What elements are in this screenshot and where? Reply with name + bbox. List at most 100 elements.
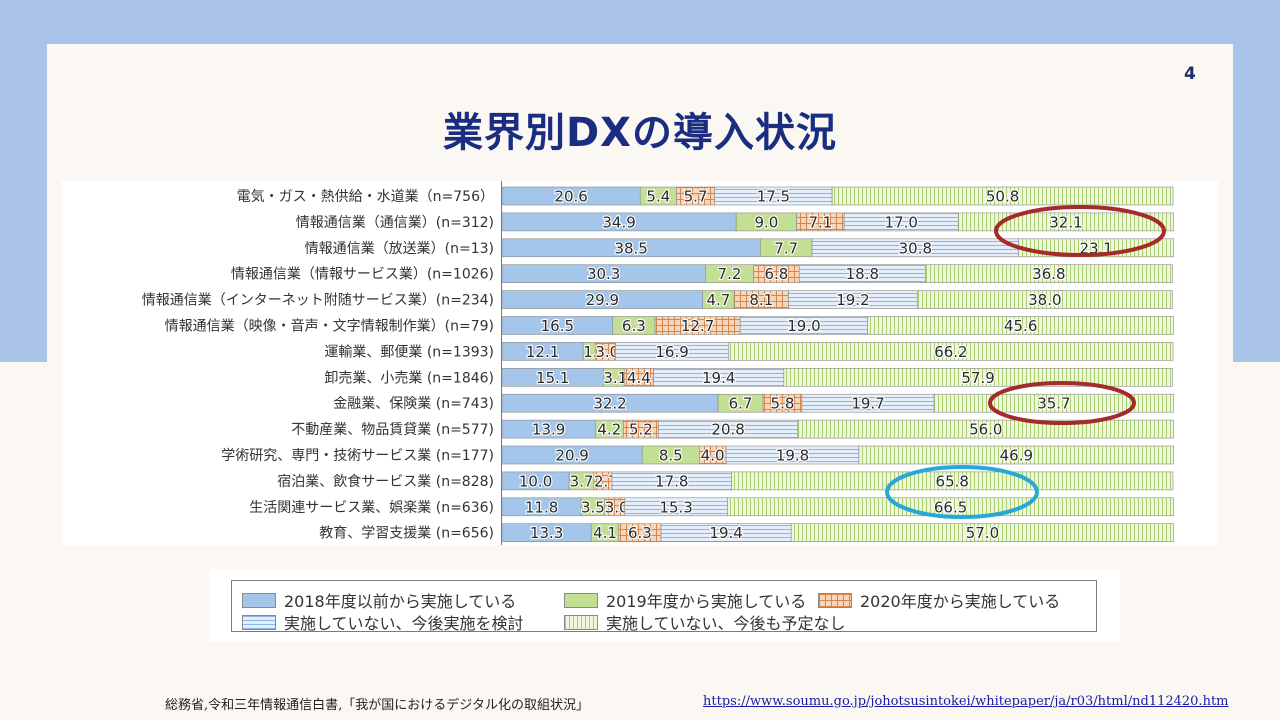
category-label: 不動産業、物品賃貸業 (n=577)	[291, 422, 494, 438]
category-label: 情報通信業（放送業）(n=13)	[305, 241, 494, 257]
legend-label: 実施していない、今後実施を検討	[284, 614, 524, 633]
bar-segment	[728, 342, 1174, 361]
value-label: 46.9	[1000, 447, 1033, 465]
legend-swatch	[564, 614, 598, 630]
legend-frame: 2018年度以前から実施している 2019年度から実施している 2020年度から…	[231, 580, 1097, 634]
value-label: 32.1	[1049, 213, 1082, 231]
value-label: 6.3	[622, 317, 646, 335]
bar-segment	[797, 419, 1174, 439]
chart-legend: 2018年度以前から実施している 2019年度から実施している 2020年度から…	[209, 569, 1120, 642]
legend-item-2019: 2019年度から実施している	[564, 588, 806, 612]
highlight-ellipse	[885, 465, 1039, 519]
value-label: 17.0	[885, 213, 918, 231]
category-label: 運輸業、郵便業 (n=1393)	[324, 344, 494, 360]
value-label: 65.8	[936, 472, 969, 490]
source-citation: 総務省,令和三年情報通信白書,「我が国におけるデジタル化の取組状況」	[165, 698, 590, 713]
value-label: 7.7	[774, 239, 798, 257]
value-label: 19.0	[787, 317, 820, 335]
value-label: 19.4	[709, 524, 742, 542]
bar-segment	[831, 186, 1174, 206]
value-label: 19.2	[836, 291, 869, 309]
value-label: 3.0	[605, 498, 629, 516]
value-label: 5.4	[646, 188, 670, 206]
value-label: 4.0	[701, 447, 725, 465]
bar-segment	[925, 264, 1173, 283]
bar-segment	[858, 445, 1174, 465]
value-label: 17.8	[655, 472, 688, 490]
legend-label: 2020年度から実施している	[860, 592, 1061, 611]
value-label: 20.6	[554, 188, 587, 206]
value-label: 3.5	[581, 498, 605, 516]
value-label: 19.4	[702, 369, 735, 387]
value-label: 30.8	[899, 239, 932, 257]
value-label: 45.6	[1004, 317, 1037, 335]
bar-segment	[867, 316, 1174, 335]
category-label: 電気・ガス・熱供給・水道業（n=756）	[237, 189, 494, 205]
value-label: 11.8	[525, 498, 558, 516]
legend-item-no-plan: 実施していない、今後も予定なし	[564, 610, 846, 634]
legend-label: 実施していない、今後も予定なし	[606, 614, 846, 633]
value-label: 4.2	[597, 421, 621, 439]
category-label: 卸売業、小売業 (n=1846)	[324, 370, 494, 386]
category-label: 学術研究、専門・技術サービス業 (n=177)	[221, 448, 494, 464]
value-label: 9.0	[754, 213, 778, 231]
value-label: 19.8	[776, 447, 809, 465]
value-label: 20.9	[555, 447, 588, 465]
stacked-bar-chart: 電気・ガス・熱供給・水道業（n=756） 20.6 5.4 5.7 17.5 50.8 情報…	[142, 181, 1174, 545]
value-label: 17.5	[757, 188, 790, 206]
value-label: 5.8	[771, 395, 795, 413]
value-label: 34.9	[602, 213, 635, 231]
legend-swatch	[242, 592, 276, 608]
value-label: 3.0	[595, 343, 619, 361]
bar-segment	[917, 290, 1173, 309]
value-label: 32.2	[593, 395, 626, 413]
bar-segment	[731, 471, 1174, 491]
value-label: 6.7	[729, 395, 753, 413]
value-label: 8.5	[659, 447, 683, 465]
value-label: 7.1	[808, 213, 832, 231]
source-link[interactable]: https://www.soumu.go.jp/johotsusintokei/…	[703, 694, 1229, 709]
value-label: 30.3	[587, 265, 620, 283]
value-label: 8.1	[749, 291, 773, 309]
value-label: 57.0	[966, 524, 999, 542]
value-label: 19.7	[851, 395, 884, 413]
value-label: 7.2	[718, 265, 742, 283]
value-label: 66.5	[934, 498, 967, 516]
value-label: 13.9	[532, 421, 565, 439]
value-label: 4.7	[706, 291, 730, 309]
value-label: 16.5	[541, 317, 574, 335]
category-label: 情報通信業（インターネット附随サービス業）(n=234)	[142, 293, 494, 309]
category-label: 金融業、保険業 (n=743)	[333, 396, 494, 412]
value-label: 56.0	[969, 421, 1002, 439]
page-number: 4	[1184, 64, 1196, 84]
value-label: 13.3	[530, 524, 563, 542]
chart-panel: 電気・ガス・熱供給・水道業（n=756） 20.6 5.4 5.7 17.5 50.8 情報…	[62, 181, 1218, 545]
value-label: 15.1	[536, 369, 569, 387]
category-label: 情報通信業（通信業）(n=312)	[296, 215, 494, 231]
legend-item-2020: 2020年度から実施している	[818, 588, 1060, 612]
category-label: 情報通信業（映像・音声・文字情報制作業）(n=79)	[165, 318, 494, 335]
value-label: 5.2	[629, 421, 653, 439]
category-label: 宿泊業、飲食サービス業 (n=828)	[277, 473, 494, 490]
legend-item-considering: 実施していない、今後実施を検討	[242, 610, 524, 634]
value-label: 6.8	[765, 265, 789, 283]
value-label: 50.8	[986, 188, 1019, 206]
value-label: 57.9	[961, 369, 994, 387]
highlight-ellipse	[988, 381, 1136, 425]
value-label: 10.0	[519, 472, 552, 490]
category-label: 教育、学習支援業 (n=656)	[319, 526, 494, 542]
value-label: 4.4	[627, 369, 651, 387]
value-label: 18.8	[846, 265, 879, 283]
value-label: 35.7	[1037, 395, 1070, 413]
slide-title: 業界別DXの導入状況	[442, 110, 838, 156]
value-label: 15.3	[659, 498, 692, 516]
category-label: 生活関連サービス業、娯楽業 (n=636)	[249, 500, 494, 516]
value-label: 20.8	[711, 421, 744, 439]
value-label: 12.1	[526, 343, 559, 361]
value-label: 3.7	[570, 472, 594, 490]
value-label: 12.7	[681, 317, 714, 335]
value-label: 6.3	[628, 524, 652, 542]
value-label: 29.9	[586, 291, 619, 309]
bar-segment	[790, 523, 1174, 543]
legend-label: 2019年度から実施している	[606, 592, 807, 611]
